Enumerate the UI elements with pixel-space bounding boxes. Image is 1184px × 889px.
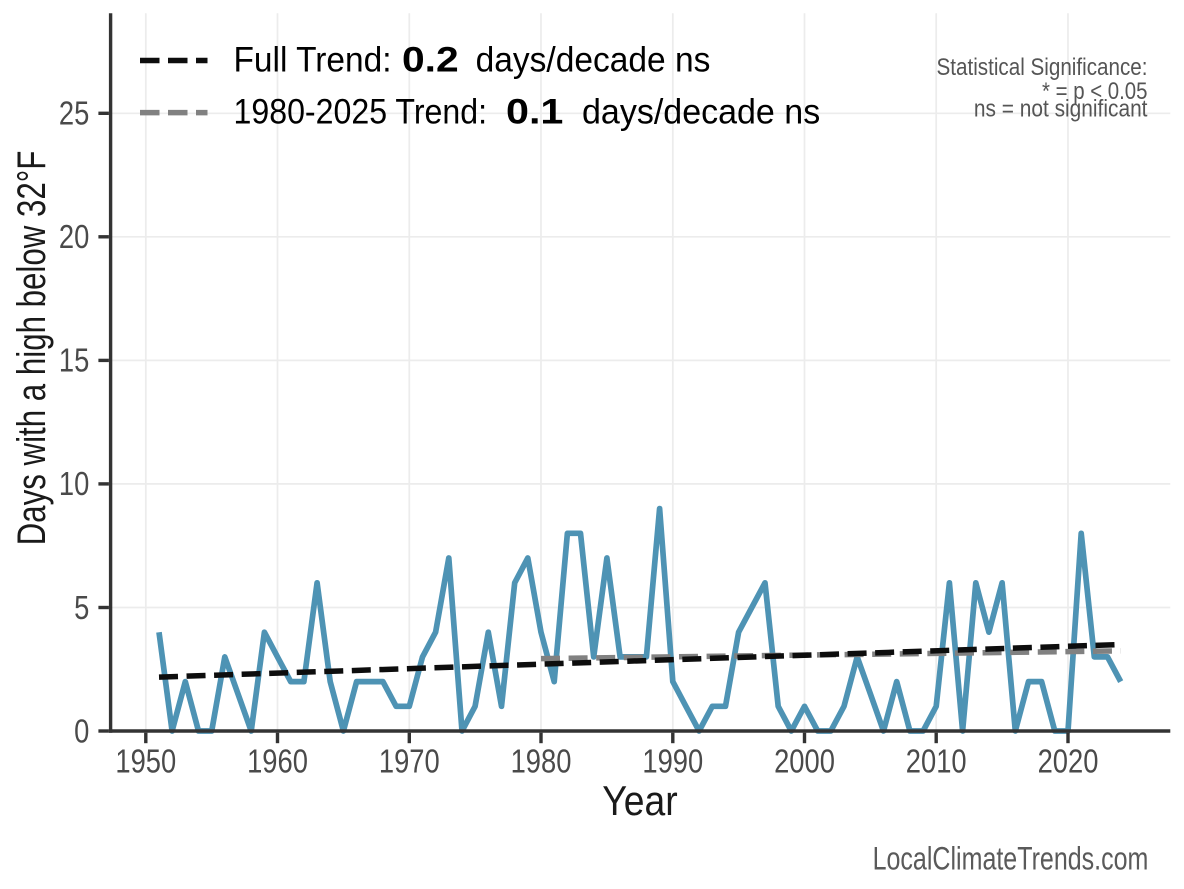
svg-text:Year: Year [602, 778, 678, 824]
svg-text:ns = not significant: ns = not significant [974, 95, 1148, 122]
svg-text:1990: 1990 [642, 743, 703, 780]
svg-text:5: 5 [74, 589, 89, 626]
svg-text:2010: 2010 [906, 743, 967, 780]
svg-text:Statistical Significance:: Statistical Significance: [937, 54, 1148, 81]
svg-text:1960: 1960 [247, 743, 308, 780]
svg-text:10: 10 [59, 465, 89, 502]
svg-text:1950: 1950 [115, 743, 176, 780]
svg-text:0.2: 0.2 [402, 40, 459, 79]
svg-text:* = p < 0.05: * = p < 0.05 [1042, 78, 1148, 105]
svg-text:days/decade ns: days/decade ns [476, 40, 711, 79]
svg-text:20: 20 [59, 218, 89, 255]
svg-text:2020: 2020 [1038, 743, 1099, 780]
svg-text:15: 15 [59, 342, 89, 379]
svg-text:days/decade ns: days/decade ns [582, 93, 820, 132]
svg-text:1970: 1970 [379, 743, 440, 780]
svg-text:Full Trend:: Full Trend: [234, 40, 392, 79]
svg-text:LocalClimateTrends.com: LocalClimateTrends.com [873, 840, 1149, 877]
svg-text:Days with a high below 32°F: Days with a high below 32°F [10, 151, 54, 546]
svg-text:0.1: 0.1 [506, 93, 563, 132]
svg-text:1980: 1980 [511, 743, 572, 780]
svg-text:2000: 2000 [774, 743, 835, 780]
svg-text:25: 25 [59, 95, 89, 132]
svg-text:1980-2025 Trend:: 1980-2025 Trend: [234, 93, 488, 132]
svg-text:0: 0 [74, 712, 89, 749]
